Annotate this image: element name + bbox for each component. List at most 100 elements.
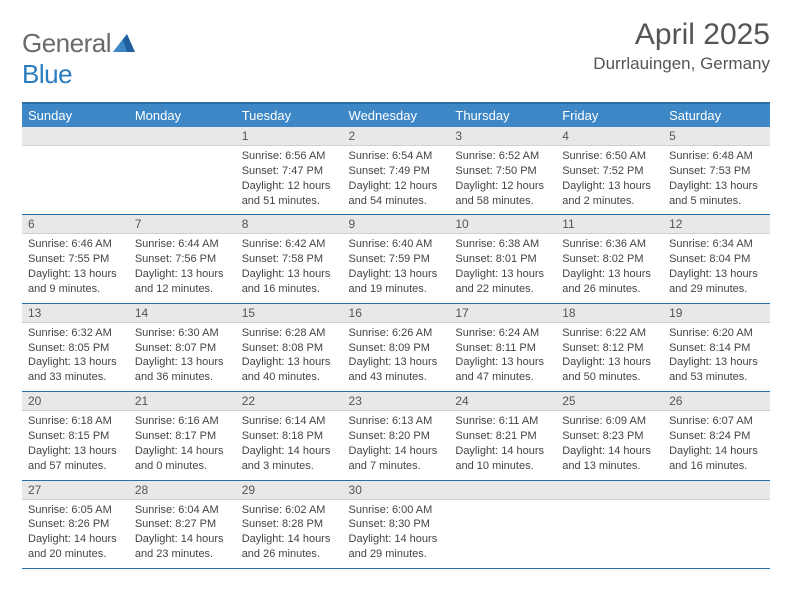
day-detail: Sunrise: 6:02 AMSunset: 8:28 PMDaylight:…: [236, 500, 343, 568]
day-detail: Sunrise: 6:28 AMSunset: 8:08 PMDaylight:…: [236, 323, 343, 391]
calendar-cell: 22Sunrise: 6:14 AMSunset: 8:18 PMDayligh…: [236, 392, 343, 480]
day-detail: Sunrise: 6:20 AMSunset: 8:14 PMDaylight:…: [663, 323, 770, 391]
logo-word1: General: [22, 28, 111, 58]
calendar-cell: 8Sunrise: 6:42 AMSunset: 7:58 PMDaylight…: [236, 215, 343, 303]
day-detail: [556, 500, 663, 550]
day-number: [449, 481, 556, 500]
day-detail: Sunrise: 6:36 AMSunset: 8:02 PMDaylight:…: [556, 234, 663, 302]
weekday-header: Wednesday: [343, 103, 450, 127]
day-number: 30: [343, 481, 450, 500]
calendar-cell: 13Sunrise: 6:32 AMSunset: 8:05 PMDayligh…: [22, 303, 129, 391]
day-number: 8: [236, 215, 343, 234]
day-number: 17: [449, 304, 556, 323]
day-detail: Sunrise: 6:38 AMSunset: 8:01 PMDaylight:…: [449, 234, 556, 302]
calendar-cell: 23Sunrise: 6:13 AMSunset: 8:20 PMDayligh…: [343, 392, 450, 480]
weekday-header: Thursday: [449, 103, 556, 127]
day-detail: [129, 146, 236, 196]
day-detail: Sunrise: 6:42 AMSunset: 7:58 PMDaylight:…: [236, 234, 343, 302]
calendar-cell: 14Sunrise: 6:30 AMSunset: 8:07 PMDayligh…: [129, 303, 236, 391]
calendar-cell: [449, 480, 556, 568]
logo-text: General Blue: [22, 28, 135, 90]
day-number: 11: [556, 215, 663, 234]
calendar-cell: [556, 480, 663, 568]
day-number: 13: [22, 304, 129, 323]
day-number: 22: [236, 392, 343, 411]
calendar-cell: 29Sunrise: 6:02 AMSunset: 8:28 PMDayligh…: [236, 480, 343, 568]
calendar-cell: 24Sunrise: 6:11 AMSunset: 8:21 PMDayligh…: [449, 392, 556, 480]
day-detail: Sunrise: 6:52 AMSunset: 7:50 PMDaylight:…: [449, 146, 556, 214]
day-detail: Sunrise: 6:40 AMSunset: 7:59 PMDaylight:…: [343, 234, 450, 302]
calendar-week-row: 6Sunrise: 6:46 AMSunset: 7:55 PMDaylight…: [22, 215, 770, 303]
day-number: 4: [556, 127, 663, 146]
calendar-cell: 2Sunrise: 6:54 AMSunset: 7:49 PMDaylight…: [343, 127, 450, 215]
logo: General Blue: [22, 18, 135, 90]
calendar-cell: 12Sunrise: 6:34 AMSunset: 8:04 PMDayligh…: [663, 215, 770, 303]
calendar-page: General Blue April 2025 Durrlauingen, Ge…: [0, 0, 792, 612]
day-detail: Sunrise: 6:09 AMSunset: 8:23 PMDaylight:…: [556, 411, 663, 479]
calendar-week-row: 1Sunrise: 6:56 AMSunset: 7:47 PMDaylight…: [22, 127, 770, 215]
day-detail: Sunrise: 6:32 AMSunset: 8:05 PMDaylight:…: [22, 323, 129, 391]
day-detail: Sunrise: 6:30 AMSunset: 8:07 PMDaylight:…: [129, 323, 236, 391]
calendar-cell: 7Sunrise: 6:44 AMSunset: 7:56 PMDaylight…: [129, 215, 236, 303]
day-detail: Sunrise: 6:18 AMSunset: 8:15 PMDaylight:…: [22, 411, 129, 479]
day-number: 5: [663, 127, 770, 146]
day-detail: Sunrise: 6:54 AMSunset: 7:49 PMDaylight:…: [343, 146, 450, 214]
calendar-week-row: 13Sunrise: 6:32 AMSunset: 8:05 PMDayligh…: [22, 303, 770, 391]
day-number: 10: [449, 215, 556, 234]
day-detail: Sunrise: 6:00 AMSunset: 8:30 PMDaylight:…: [343, 500, 450, 568]
day-number: 1: [236, 127, 343, 146]
calendar-cell: 25Sunrise: 6:09 AMSunset: 8:23 PMDayligh…: [556, 392, 663, 480]
day-number: 26: [663, 392, 770, 411]
day-number: 25: [556, 392, 663, 411]
day-number: [129, 127, 236, 146]
day-detail: Sunrise: 6:26 AMSunset: 8:09 PMDaylight:…: [343, 323, 450, 391]
day-number: [556, 481, 663, 500]
day-number: 28: [129, 481, 236, 500]
day-detail: [449, 500, 556, 550]
title-block: April 2025 Durrlauingen, Germany: [593, 18, 770, 74]
day-number: 20: [22, 392, 129, 411]
logo-word2: Blue: [22, 59, 72, 89]
weekday-header: Friday: [556, 103, 663, 127]
weekday-header: Monday: [129, 103, 236, 127]
day-number: 21: [129, 392, 236, 411]
day-detail: Sunrise: 6:50 AMSunset: 7:52 PMDaylight:…: [556, 146, 663, 214]
weekday-header: Sunday: [22, 103, 129, 127]
day-number: 14: [129, 304, 236, 323]
day-detail: Sunrise: 6:56 AMSunset: 7:47 PMDaylight:…: [236, 146, 343, 214]
calendar-cell: 6Sunrise: 6:46 AMSunset: 7:55 PMDaylight…: [22, 215, 129, 303]
calendar-cell: 15Sunrise: 6:28 AMSunset: 8:08 PMDayligh…: [236, 303, 343, 391]
calendar-cell: 17Sunrise: 6:24 AMSunset: 8:11 PMDayligh…: [449, 303, 556, 391]
page-header: General Blue April 2025 Durrlauingen, Ge…: [22, 18, 770, 90]
weekday-header: Tuesday: [236, 103, 343, 127]
calendar-cell: [129, 127, 236, 215]
day-number: 23: [343, 392, 450, 411]
day-number: 6: [22, 215, 129, 234]
day-number: 18: [556, 304, 663, 323]
day-number: 2: [343, 127, 450, 146]
day-detail: Sunrise: 6:46 AMSunset: 7:55 PMDaylight:…: [22, 234, 129, 302]
day-detail: Sunrise: 6:34 AMSunset: 8:04 PMDaylight:…: [663, 234, 770, 302]
day-detail: Sunrise: 6:13 AMSunset: 8:20 PMDaylight:…: [343, 411, 450, 479]
day-detail: Sunrise: 6:44 AMSunset: 7:56 PMDaylight:…: [129, 234, 236, 302]
calendar-cell: 18Sunrise: 6:22 AMSunset: 8:12 PMDayligh…: [556, 303, 663, 391]
calendar-cell: 4Sunrise: 6:50 AMSunset: 7:52 PMDaylight…: [556, 127, 663, 215]
logo-triangle-icon: [113, 28, 135, 59]
day-detail: Sunrise: 6:04 AMSunset: 8:27 PMDaylight:…: [129, 500, 236, 568]
calendar-table: SundayMondayTuesdayWednesdayThursdayFrid…: [22, 102, 770, 569]
day-number: 29: [236, 481, 343, 500]
day-detail: [663, 500, 770, 550]
day-number: 9: [343, 215, 450, 234]
calendar-cell: 1Sunrise: 6:56 AMSunset: 7:47 PMDaylight…: [236, 127, 343, 215]
calendar-cell: 3Sunrise: 6:52 AMSunset: 7:50 PMDaylight…: [449, 127, 556, 215]
calendar-week-row: 20Sunrise: 6:18 AMSunset: 8:15 PMDayligh…: [22, 392, 770, 480]
day-detail: Sunrise: 6:14 AMSunset: 8:18 PMDaylight:…: [236, 411, 343, 479]
day-detail: Sunrise: 6:11 AMSunset: 8:21 PMDaylight:…: [449, 411, 556, 479]
weekday-header: Saturday: [663, 103, 770, 127]
day-detail: Sunrise: 6:22 AMSunset: 8:12 PMDaylight:…: [556, 323, 663, 391]
day-detail: Sunrise: 6:24 AMSunset: 8:11 PMDaylight:…: [449, 323, 556, 391]
calendar-cell: 20Sunrise: 6:18 AMSunset: 8:15 PMDayligh…: [22, 392, 129, 480]
calendar-cell: 9Sunrise: 6:40 AMSunset: 7:59 PMDaylight…: [343, 215, 450, 303]
calendar-cell: 28Sunrise: 6:04 AMSunset: 8:27 PMDayligh…: [129, 480, 236, 568]
day-detail: [22, 146, 129, 196]
